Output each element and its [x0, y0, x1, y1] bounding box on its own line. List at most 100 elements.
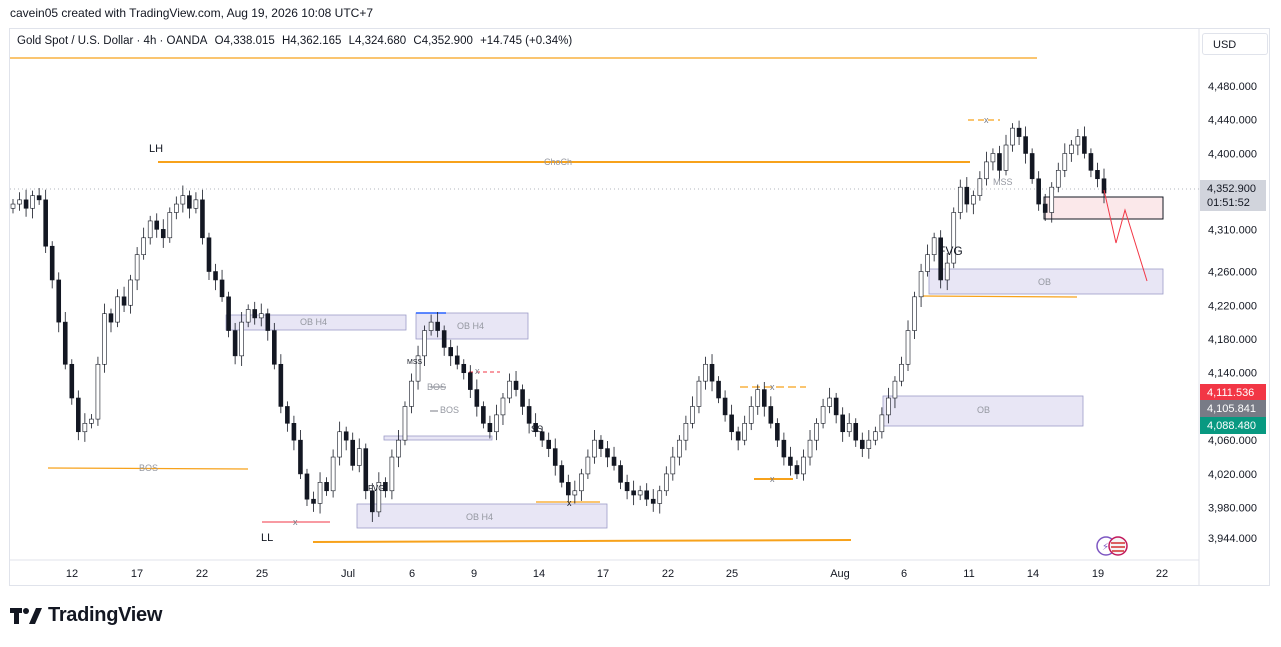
candle-body[interactable] — [520, 389, 525, 407]
candle-body[interactable] — [160, 229, 166, 239]
candle-body[interactable] — [213, 271, 218, 281]
candle-body[interactable] — [703, 363, 708, 382]
supply-zone-box[interactable] — [1043, 196, 1164, 220]
candle-body[interactable] — [252, 309, 258, 319]
candle-body[interactable] — [330, 456, 336, 492]
candle-body[interactable] — [317, 482, 323, 504]
candle-body[interactable] — [938, 237, 943, 281]
candle-body[interactable] — [663, 473, 669, 492]
candle-body[interactable] — [657, 490, 663, 504]
candle-body[interactable] — [350, 439, 356, 466]
candle-body[interactable] — [833, 397, 839, 416]
candle-body[interactable] — [141, 237, 146, 255]
candle-body[interactable] — [441, 330, 447, 348]
ob-h4-box-3[interactable] — [356, 503, 608, 529]
candle-body[interactable] — [742, 423, 747, 441]
candle-body[interactable] — [670, 456, 676, 475]
candle-body[interactable] — [415, 355, 421, 382]
time-axis[interactable]: 12 17 22 25 Jul 6 9 14 17 22 25 Aug 6 11 14 19 22 — [66, 568, 1168, 580]
projection-path[interactable] — [1103, 189, 1148, 282]
candle-body[interactable] — [43, 199, 48, 247]
candle-body[interactable] — [631, 490, 636, 496]
candle-body[interactable] — [775, 423, 780, 441]
candle-body[interactable] — [272, 330, 277, 365]
candle-body[interactable] — [291, 423, 297, 441]
candle-body[interactable] — [559, 465, 565, 483]
candle-body[interactable] — [1062, 153, 1068, 171]
candle-body[interactable] — [637, 490, 643, 496]
candle-body[interactable] — [147, 220, 153, 239]
candle-body[interactable] — [748, 406, 754, 424]
candle-body[interactable] — [383, 482, 388, 492]
currency-button[interactable]: USD — [1202, 33, 1268, 55]
candle-body[interactable] — [245, 309, 251, 323]
candle-body[interactable] — [533, 423, 538, 433]
candle-body[interactable] — [1023, 136, 1028, 154]
candle-body[interactable] — [435, 321, 440, 331]
candle-body[interactable] — [1101, 178, 1107, 194]
candle-body[interactable] — [370, 490, 375, 513]
candle-body[interactable] — [1069, 144, 1074, 154]
candle-body[interactable] — [1029, 153, 1035, 180]
candle-body[interactable] — [1010, 127, 1015, 146]
candle-body[interactable] — [644, 490, 649, 500]
ob-box-lower[interactable] — [882, 395, 1084, 427]
candle-body[interactable] — [761, 389, 767, 407]
candle-body[interactable] — [239, 321, 244, 357]
candle-body[interactable] — [187, 195, 192, 209]
candle-body[interactable] — [402, 406, 408, 441]
candle-body[interactable] — [611, 456, 617, 466]
candle-body[interactable] — [801, 456, 806, 475]
candle-body[interactable] — [481, 406, 486, 424]
candle-body[interactable] — [1049, 186, 1055, 213]
tradingview-logo[interactable]: TradingView — [10, 604, 162, 627]
candle-body[interactable] — [304, 473, 310, 500]
candle-body[interactable] — [918, 271, 924, 298]
candle-body[interactable] — [592, 439, 597, 458]
candle-body[interactable] — [167, 212, 173, 239]
candle-body[interactable] — [539, 431, 545, 441]
candle-body[interactable] — [618, 465, 623, 483]
candle-body[interactable] — [298, 439, 303, 475]
candle-body[interactable] — [337, 431, 342, 458]
candle-body[interactable] — [428, 321, 434, 331]
candle-body[interactable] — [180, 195, 186, 205]
candle-body[interactable] — [944, 262, 950, 281]
candle-body[interactable] — [174, 203, 179, 213]
candle-body[interactable] — [62, 321, 68, 365]
bos-line-1[interactable] — [47, 467, 249, 470]
candle-body[interactable] — [1016, 127, 1022, 137]
candle-body[interactable] — [696, 380, 702, 407]
candle-body[interactable] — [709, 363, 715, 382]
candle-body[interactable] — [95, 363, 101, 420]
candle-body[interactable] — [36, 195, 42, 201]
candle-body[interactable] — [572, 490, 578, 496]
candle-body[interactable] — [193, 199, 199, 209]
candle-body[interactable] — [624, 482, 630, 492]
candle-body[interactable] — [89, 418, 94, 424]
ob-level-line[interactable] — [919, 295, 1078, 298]
candle-body[interactable] — [873, 431, 878, 441]
candle-body[interactable] — [735, 431, 741, 441]
candle-body[interactable] — [409, 380, 414, 407]
candle-body[interactable] — [690, 406, 695, 424]
candle-body[interactable] — [1088, 153, 1094, 171]
candle-body[interactable] — [500, 397, 506, 416]
us-flag-icon[interactable] — [1108, 536, 1128, 556]
candle-body[interactable] — [886, 397, 891, 416]
candle-body[interactable] — [585, 456, 591, 475]
candle-body[interactable] — [768, 406, 774, 424]
candle-body[interactable] — [722, 397, 728, 416]
candle-body[interactable] — [605, 448, 610, 458]
candle-body[interactable] — [474, 389, 480, 407]
candle-body[interactable] — [859, 439, 865, 449]
candle-body[interactable] — [905, 330, 911, 365]
candle-body[interactable] — [1042, 203, 1048, 213]
candle-body[interactable] — [30, 195, 35, 209]
candle-body[interactable] — [984, 161, 989, 180]
candle-body[interactable] — [396, 439, 401, 458]
candle-body[interactable] — [487, 423, 493, 433]
candle-body[interactable] — [931, 237, 937, 255]
candle-body[interactable] — [579, 473, 584, 492]
